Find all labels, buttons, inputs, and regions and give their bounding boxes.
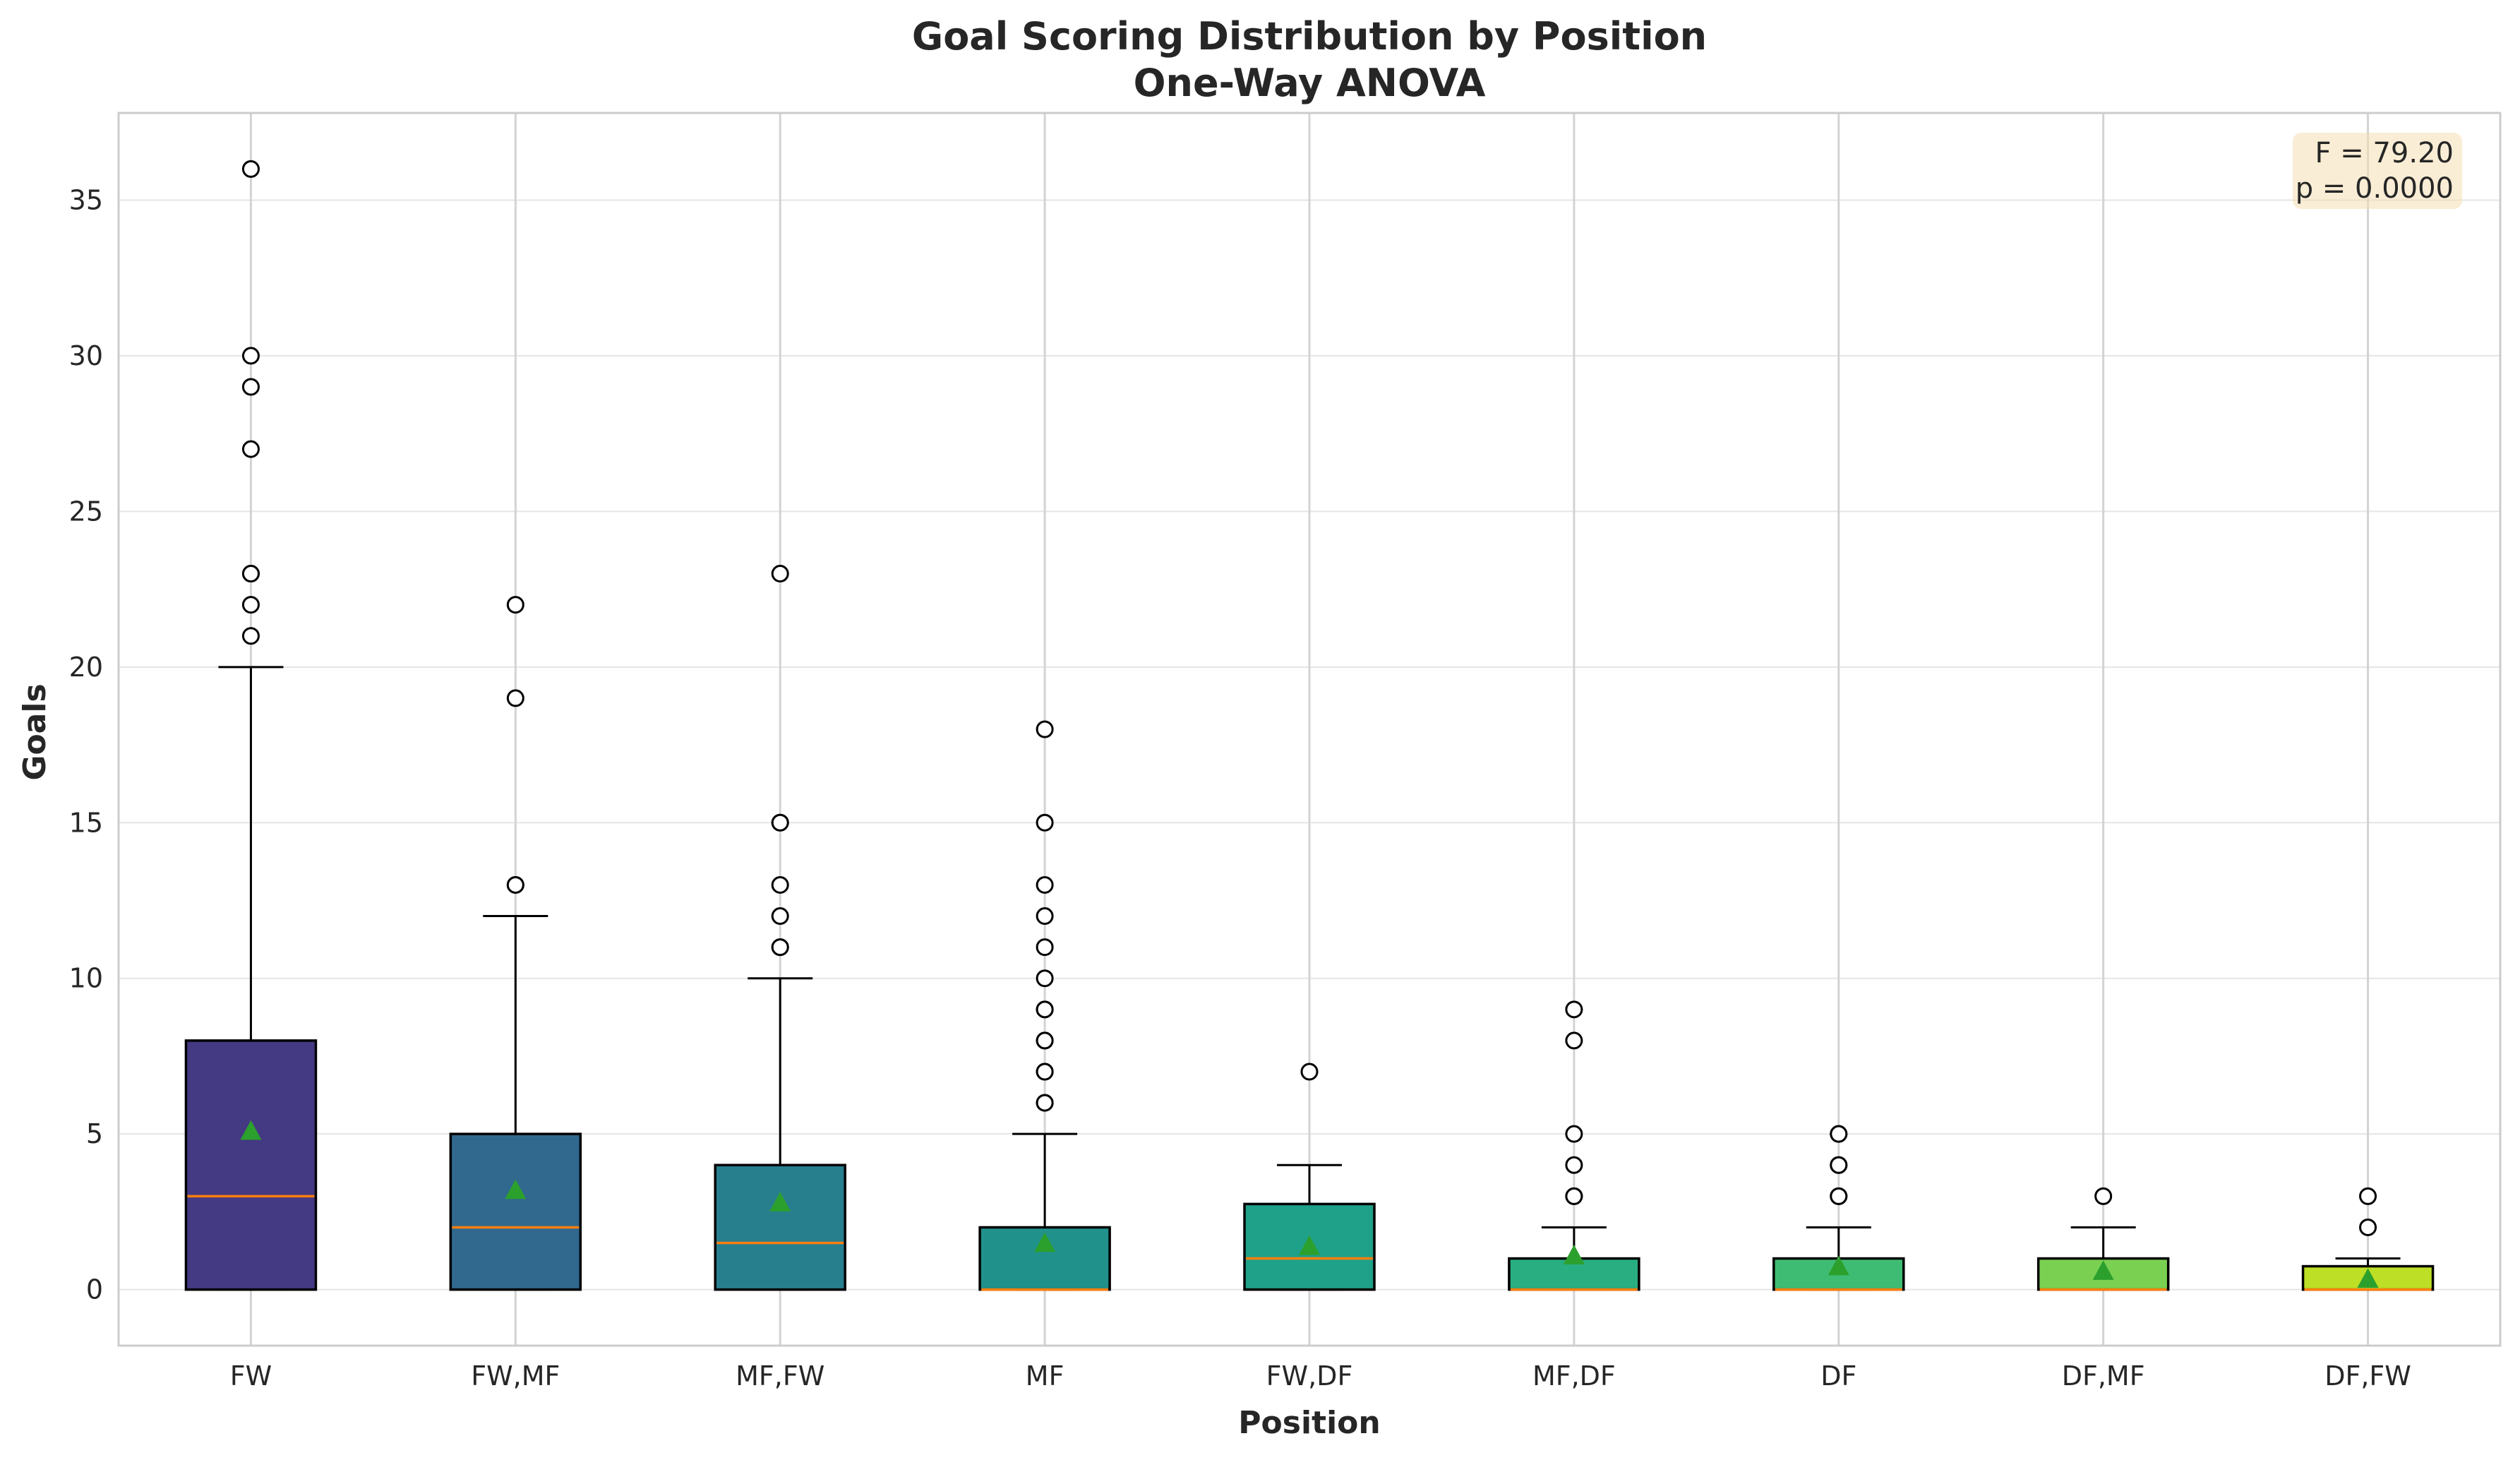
y-tick-label: 30 <box>69 340 103 371</box>
x-tick-label: DF,MF <box>2062 1360 2145 1392</box>
y-tick-label: 10 <box>69 963 103 994</box>
box-df-mf <box>2036 1187 2170 1291</box>
mean-marker <box>769 1192 791 1211</box>
outlier-point <box>1036 938 1054 957</box>
x-tick-label: MF <box>1026 1360 1064 1392</box>
outlier-point <box>1830 1125 1848 1143</box>
x-tick-label: DF <box>1820 1360 1856 1392</box>
outlier-point <box>771 875 789 894</box>
x-tick-labels: FW FW,MF MF,FW MF FW,DF MF,DF DF DF,MF DF,FW <box>230 1360 2411 1392</box>
outlier-point <box>2359 1187 2377 1205</box>
outlier-point <box>1300 1063 1319 1081</box>
box-fw-mf <box>449 596 582 1291</box>
outlier-point <box>1036 1000 1054 1019</box>
outlier-point <box>1036 1031 1054 1050</box>
x-axis-label: Position <box>1238 1405 1380 1441</box>
box-fw-df <box>1243 1063 1376 1291</box>
outlier-point <box>241 596 260 614</box>
mean-marker <box>1563 1245 1585 1264</box>
box-mf-fw <box>714 565 846 1291</box>
chart-title: Goal Scoring Distribution by Position <box>912 14 1707 59</box>
outlier-point <box>241 440 260 458</box>
outlier-point <box>2359 1218 2377 1236</box>
outlier-point <box>1565 1187 1583 1205</box>
mean-marker <box>505 1179 527 1199</box>
y-axis-label: Goals <box>17 683 53 780</box>
mean-marker <box>1034 1232 1056 1252</box>
box-mf <box>978 720 1111 1291</box>
outlier-point <box>506 596 524 614</box>
outlier-point <box>1036 969 1054 988</box>
outlier-point <box>241 160 260 178</box>
outlier-point <box>2094 1187 2113 1205</box>
x-tick-label: DF,FW <box>2324 1360 2411 1392</box>
outlier-point <box>506 689 524 707</box>
anova-p-value: p = 0.0000 <box>2296 172 2454 205</box>
outlier-point <box>771 813 789 832</box>
box-iqr <box>714 1163 846 1291</box>
anova-f-statistic: F = 79.20 <box>2315 137 2454 169</box>
y-tick-label: 25 <box>69 496 103 527</box>
outlier-point <box>241 347 260 365</box>
mean-marker <box>240 1120 262 1140</box>
anova-annotation-background <box>2293 133 2462 209</box>
outlier-point <box>1565 1125 1583 1143</box>
anova-annotation: F = 79.20 p = 0.0000 <box>2293 133 2462 209</box>
plot-frame <box>117 112 2502 1347</box>
y-tick-label: 15 <box>69 807 103 838</box>
outlier-point <box>241 627 260 645</box>
outlier-point <box>1036 1094 1054 1112</box>
outlier-point <box>1036 875 1054 894</box>
x-tick-label: FW <box>230 1360 272 1392</box>
box-iqr <box>184 1039 318 1291</box>
outlier-point <box>1565 1000 1583 1019</box>
box-mf-df <box>1508 1000 1640 1291</box>
outlier-point <box>771 907 789 926</box>
boxes-layer <box>184 160 2435 1291</box>
outlier-point <box>1830 1156 1848 1174</box>
box-fw <box>184 160 318 1291</box>
y-tick-label: 5 <box>86 1118 103 1149</box>
y-tick-label: 0 <box>86 1274 103 1305</box>
y-tick-label: 35 <box>69 184 103 215</box>
outlier-point <box>241 378 260 396</box>
outlier-point <box>1036 813 1054 832</box>
outlier-point <box>506 875 524 894</box>
outlier-point <box>1565 1156 1583 1174</box>
outlier-point <box>1036 907 1054 926</box>
box-df-fw <box>2301 1187 2435 1291</box>
outlier-point <box>1565 1031 1583 1050</box>
x-tick-label: MF,DF <box>1532 1360 1616 1392</box>
mean-marker <box>1828 1255 1849 1276</box>
x-tick-label: MF,FW <box>736 1360 824 1392</box>
box-iqr <box>449 1132 582 1291</box>
y-tick-labels: 0 5 10 15 20 25 30 35 <box>69 184 103 1305</box>
outlier-point <box>1036 720 1054 738</box>
outlier-point <box>1830 1187 1848 1205</box>
chart-subtitle: One-Way ANOVA <box>1134 61 1486 105</box>
outlier-point <box>771 565 789 583</box>
y-tick-label: 20 <box>69 652 103 683</box>
mean-marker <box>2092 1260 2114 1280</box>
outlier-point <box>1036 1063 1054 1081</box>
mean-marker <box>2357 1268 2379 1288</box>
x-tick-label: FW,DF <box>1266 1360 1353 1392</box>
box-df <box>1772 1125 1905 1291</box>
x-tick-label: FW,MF <box>471 1360 560 1392</box>
outlier-point <box>771 938 789 957</box>
mean-marker <box>1299 1235 1320 1255</box>
outlier-point <box>241 565 260 583</box>
